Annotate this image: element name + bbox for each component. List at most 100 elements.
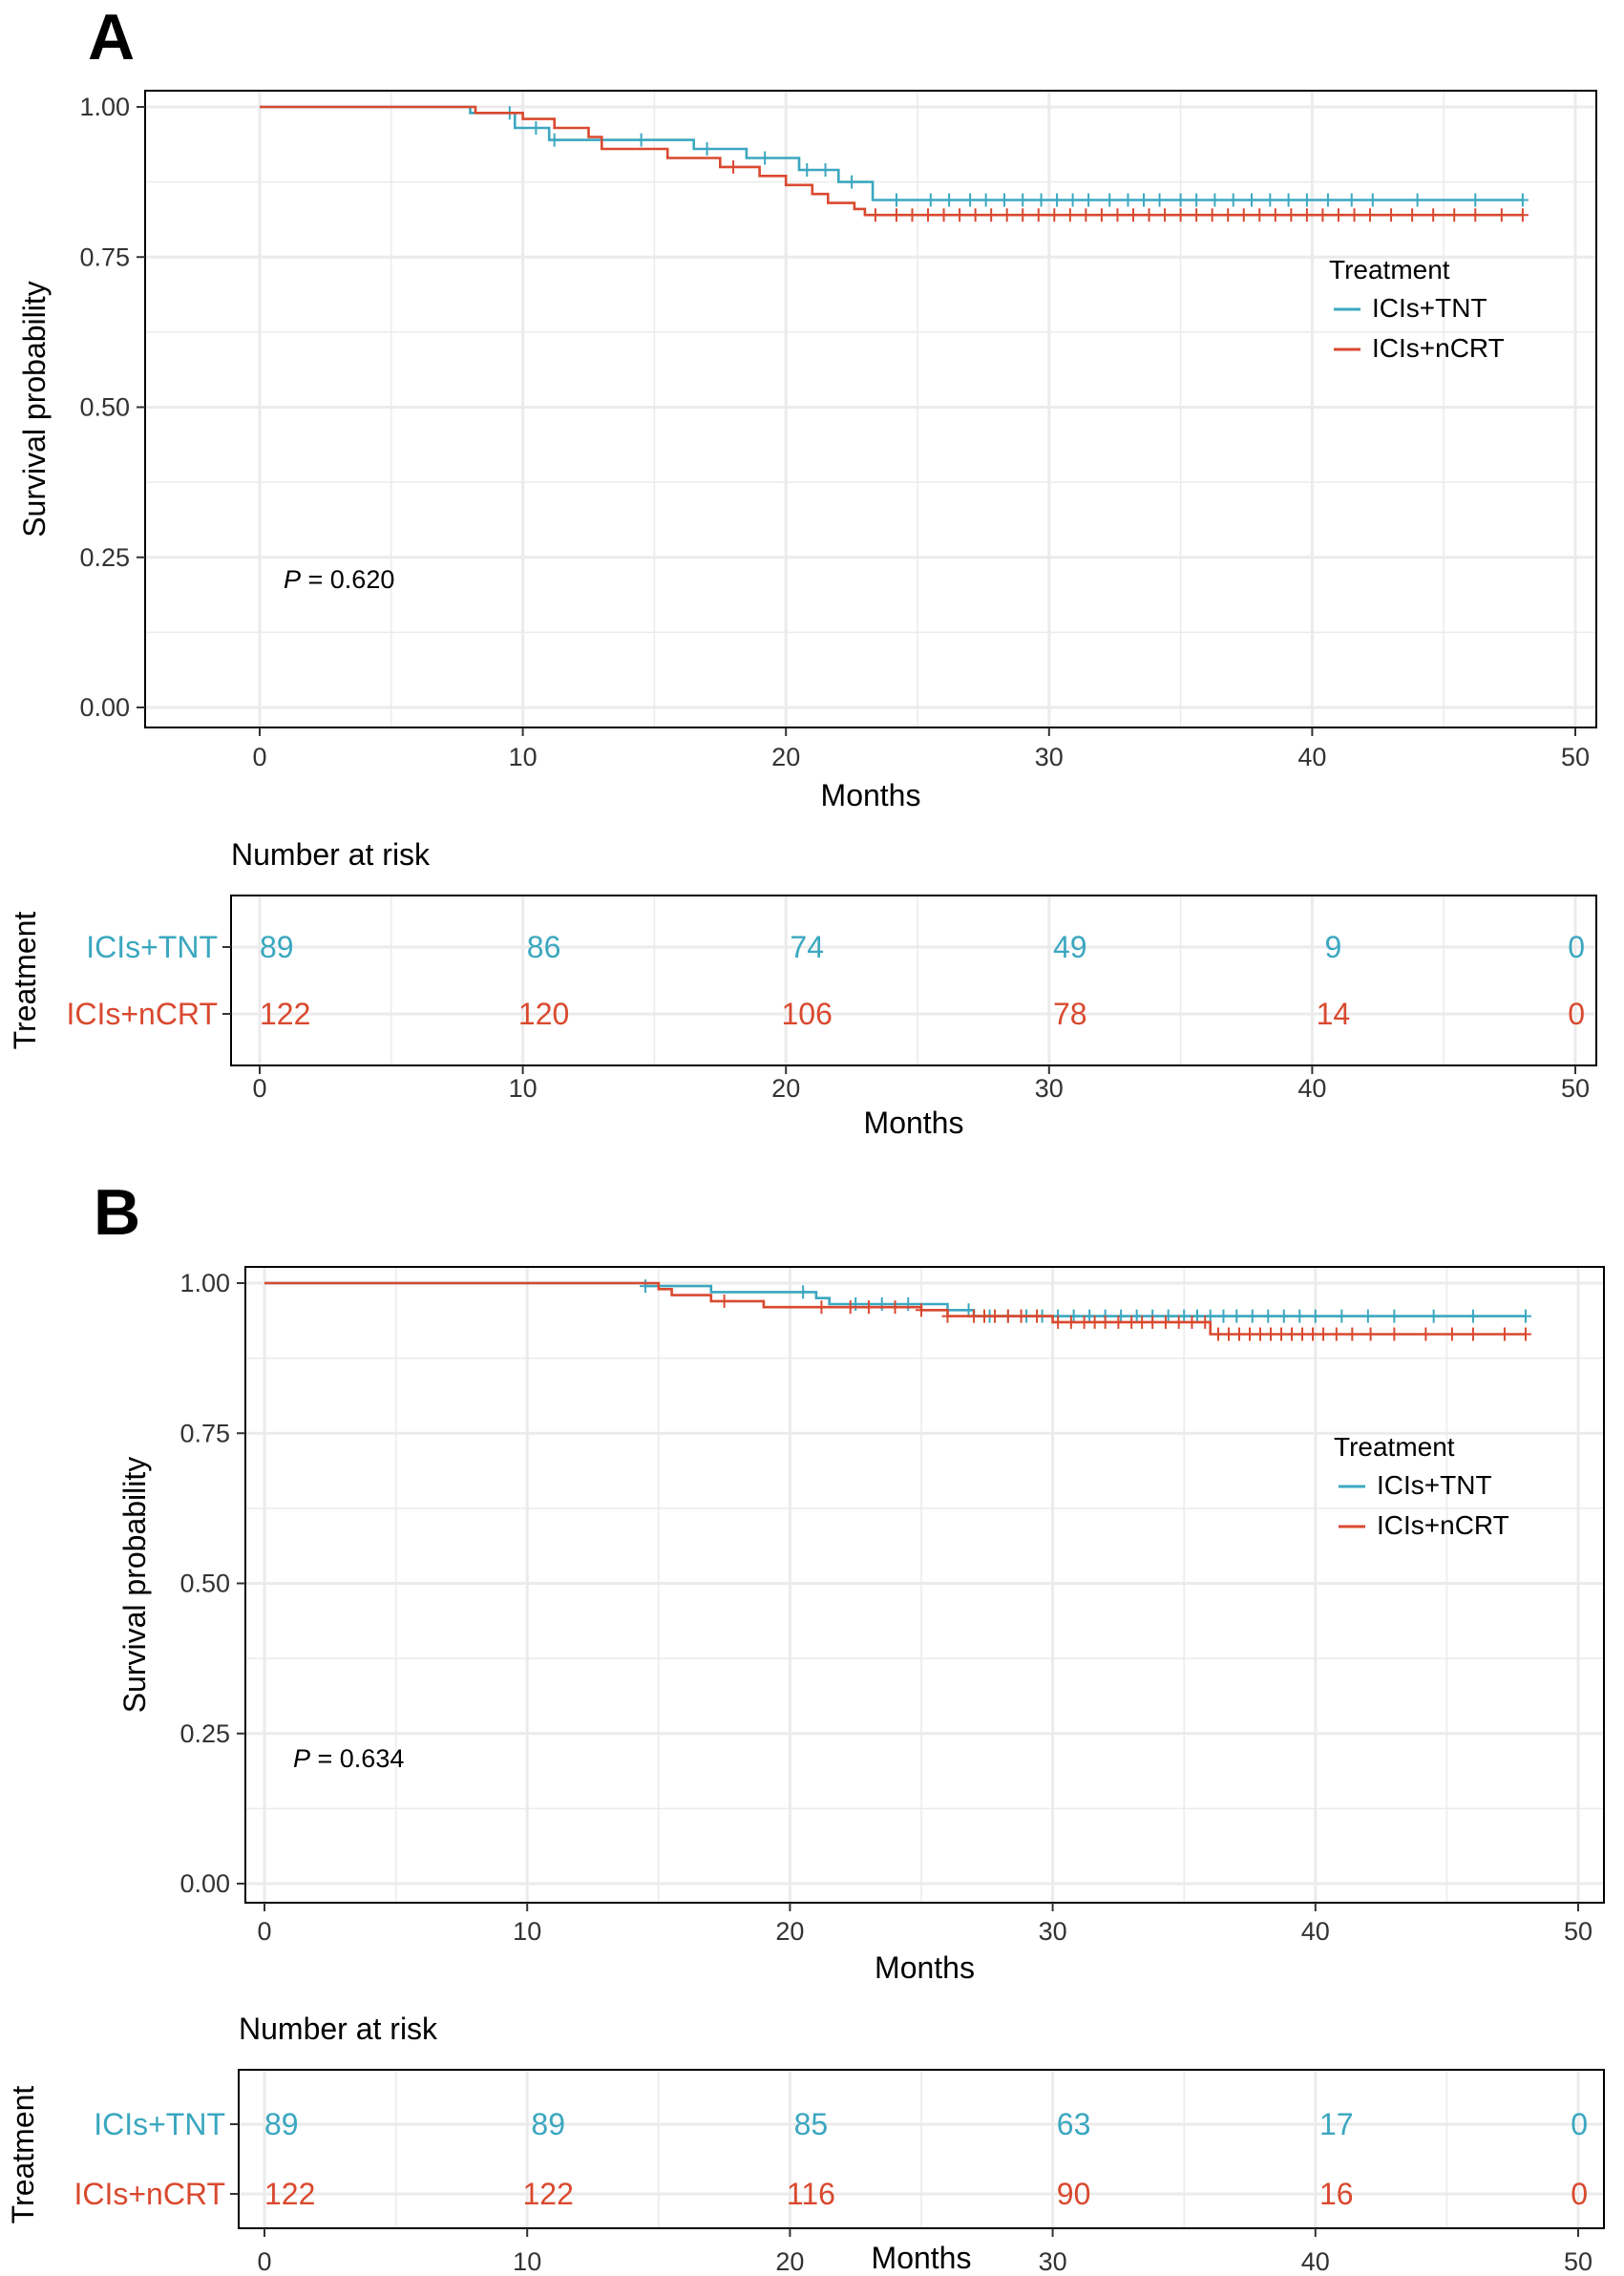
censor-mark [1099, 1315, 1111, 1329]
censor-mark [989, 1309, 1002, 1323]
censor-mark [1427, 208, 1440, 222]
censor-mark [1001, 208, 1013, 222]
censor-mark [1448, 208, 1461, 222]
risk-x-tick-label: 0 [257, 2247, 271, 2276]
risk-count: 89 [264, 2107, 299, 2141]
censor-mark [1495, 208, 1508, 222]
risk-table: Number at risk ICIs+TNT 89 86 74 49 9 0 ICIs+nCR… [8, 837, 1597, 1140]
risk-x-axis-title: Months [864, 1106, 964, 1140]
x-tick-label: 50 [1561, 743, 1590, 771]
risk-count: 89 [260, 930, 294, 964]
risk-x-tick-label: 50 [1564, 2247, 1592, 2276]
x-tick-label: 30 [1035, 743, 1064, 771]
censor-mark [1035, 193, 1047, 207]
censor-mark [1126, 1315, 1138, 1329]
series-icis-ncrt [264, 1281, 1531, 1341]
censor-mark [1469, 208, 1482, 222]
risk-x-tick-label: 0 [252, 1074, 266, 1103]
risk-count: 0 [1568, 997, 1585, 1031]
risk-row-label: ICIs+TNT [94, 2107, 225, 2141]
censor-mark [801, 163, 813, 178]
censor-mark [1262, 1309, 1275, 1323]
censor-mark [979, 1309, 991, 1323]
censor-mark [1388, 1309, 1401, 1323]
censor-mark [1084, 1309, 1096, 1323]
censor-mark [862, 1300, 875, 1315]
censor-mark [1017, 208, 1029, 222]
p-value-label: P [284, 565, 301, 594]
censor-mark [1264, 193, 1276, 207]
x-tick-label: 10 [513, 1917, 541, 1946]
censor-mark [890, 193, 902, 207]
risk-x-axis-title: Months [872, 2241, 972, 2275]
risk-count: 74 [790, 930, 824, 964]
risk-x-tick-label: 10 [513, 2247, 541, 2276]
censor-mark [1222, 1327, 1234, 1341]
plot-frame [144, 90, 1597, 728]
censor-mark [1411, 193, 1424, 207]
censor-mark [1031, 1309, 1044, 1323]
risk-count: 16 [1319, 2177, 1354, 2211]
risk-count: 14 [1317, 997, 1351, 1031]
plot-grid [245, 1267, 1604, 1903]
censor-mark [1122, 193, 1134, 207]
censor-mark [1321, 193, 1334, 207]
censor-mark [1191, 193, 1203, 207]
censor-mark [1212, 1327, 1224, 1341]
censor-mark [1206, 208, 1218, 222]
p-value: P = 0.634 [293, 1744, 404, 1773]
risk-row-label: ICIs+TNT [86, 930, 218, 964]
censor-mark [1498, 1327, 1510, 1341]
censor-mark [1246, 1309, 1258, 1323]
x-tick-label: 50 [1564, 1917, 1592, 1946]
censor-mark [1265, 1327, 1277, 1341]
censor-mark [902, 1297, 915, 1312]
censor-mark [1136, 1315, 1149, 1329]
y-tick-label: 0.25 [179, 1719, 230, 1748]
p-value: P = 0.620 [284, 565, 394, 594]
censor-mark [1277, 1309, 1290, 1323]
censor-mark [1065, 1315, 1077, 1329]
survival-curve [260, 105, 1523, 201]
censor-mark [1138, 193, 1150, 207]
censor-mark [1002, 1309, 1014, 1323]
censor-mark [941, 1309, 954, 1323]
censor-mark [1130, 1309, 1143, 1323]
y-axis-title: Survival probability [117, 1457, 152, 1714]
censor-mark [1307, 1327, 1319, 1341]
x-axis-title: Months [875, 1950, 975, 1985]
censor-mark [1217, 1309, 1230, 1323]
censor-mark [943, 193, 956, 207]
censor-mark [1227, 193, 1239, 207]
censor-mark [1174, 193, 1187, 207]
censor-mark [701, 142, 713, 157]
risk-count: 78 [1053, 997, 1087, 1031]
censor-mark [1282, 193, 1295, 207]
censor-mark [1083, 193, 1095, 207]
risk-count: 49 [1053, 930, 1087, 964]
legend-title: Treatment [1334, 1432, 1455, 1462]
censor-mark [1127, 208, 1139, 222]
censor-mark [889, 1300, 901, 1315]
survival-panel-b: B 0.00 0.25 0.50 0.75 1.00 0 10 20 30 40 50 Months Su… [6, 1176, 1605, 2276]
censor-mark [1388, 1327, 1401, 1341]
censor-mark [1445, 1327, 1458, 1341]
censor-mark [844, 1300, 856, 1315]
series-icis-ncrt [260, 105, 1529, 222]
risk-group-axis-title: Treatment [6, 2086, 40, 2224]
y-tick-label: 1.00 [79, 93, 130, 121]
censor-mark [1017, 193, 1029, 207]
risk-table-title: Number at risk [239, 2012, 438, 2046]
risk-count: 0 [1571, 2177, 1588, 2211]
censor-mark [1153, 193, 1166, 207]
censor-mark [1297, 1327, 1309, 1341]
censor-mark [1015, 1309, 1027, 1323]
censor-mark [1174, 208, 1187, 222]
censor-mark [1364, 208, 1377, 222]
y-tick-label: 0.00 [179, 1869, 230, 1898]
risk-x-tick-label: 20 [775, 2247, 804, 2276]
risk-count: 85 [794, 2107, 829, 2141]
censor-mark [1427, 1309, 1440, 1323]
censor-mark [1222, 208, 1234, 222]
censor-mark [1147, 1315, 1159, 1329]
